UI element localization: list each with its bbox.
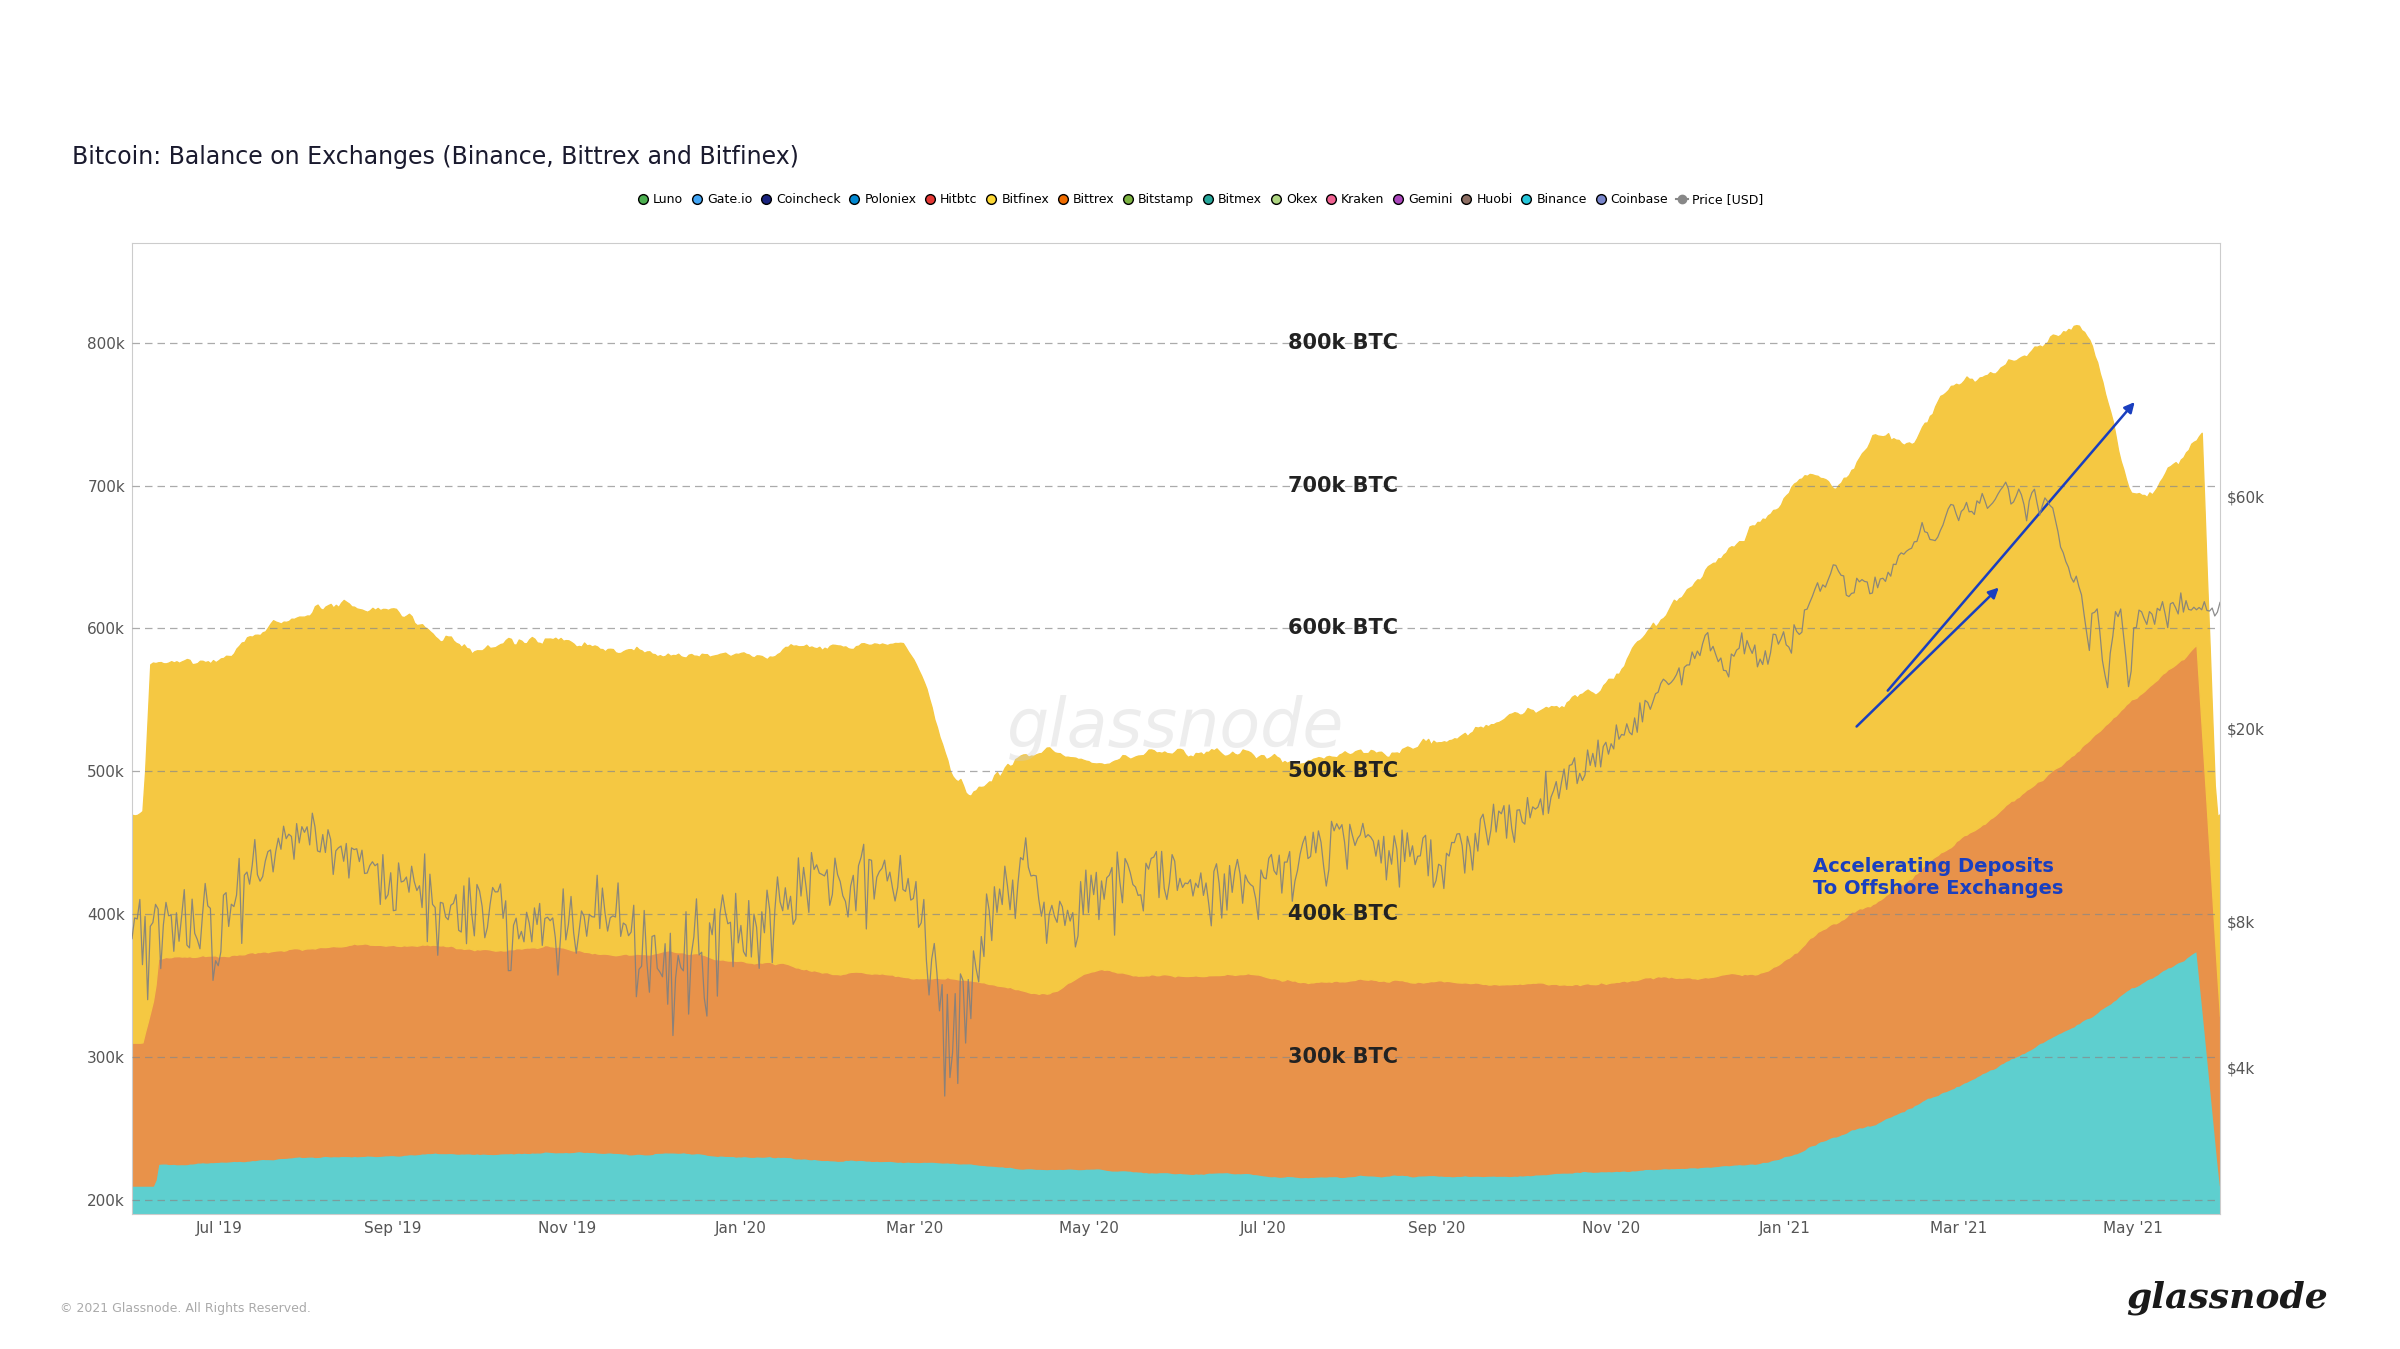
Legend: Luno, Gate.io, Coincheck, Poloniex, Hitbtc, Bitfinex, Bittrex, Bitstamp, Bitmex,: Luno, Gate.io, Coincheck, Poloniex, Hitb… <box>631 189 1769 212</box>
Text: 700k BTC: 700k BTC <box>1289 476 1399 495</box>
Text: glassnode: glassnode <box>1008 696 1344 761</box>
Text: 400k BTC: 400k BTC <box>1289 904 1399 924</box>
Text: © 2021 Glassnode. All Rights Reserved.: © 2021 Glassnode. All Rights Reserved. <box>60 1302 312 1315</box>
Text: Accelerating Deposits
To Offshore Exchanges: Accelerating Deposits To Offshore Exchan… <box>1812 857 2064 898</box>
Text: glassnode: glassnode <box>2126 1280 2328 1315</box>
Text: Bitcoin: Balance on Exchanges (Binance, Bittrex and Bitfinex): Bitcoin: Balance on Exchanges (Binance, … <box>72 144 799 169</box>
Text: 600k BTC: 600k BTC <box>1289 618 1399 638</box>
Text: 800k BTC: 800k BTC <box>1289 333 1399 353</box>
Text: 300k BTC: 300k BTC <box>1289 1047 1399 1067</box>
Text: 500k BTC: 500k BTC <box>1289 761 1399 781</box>
